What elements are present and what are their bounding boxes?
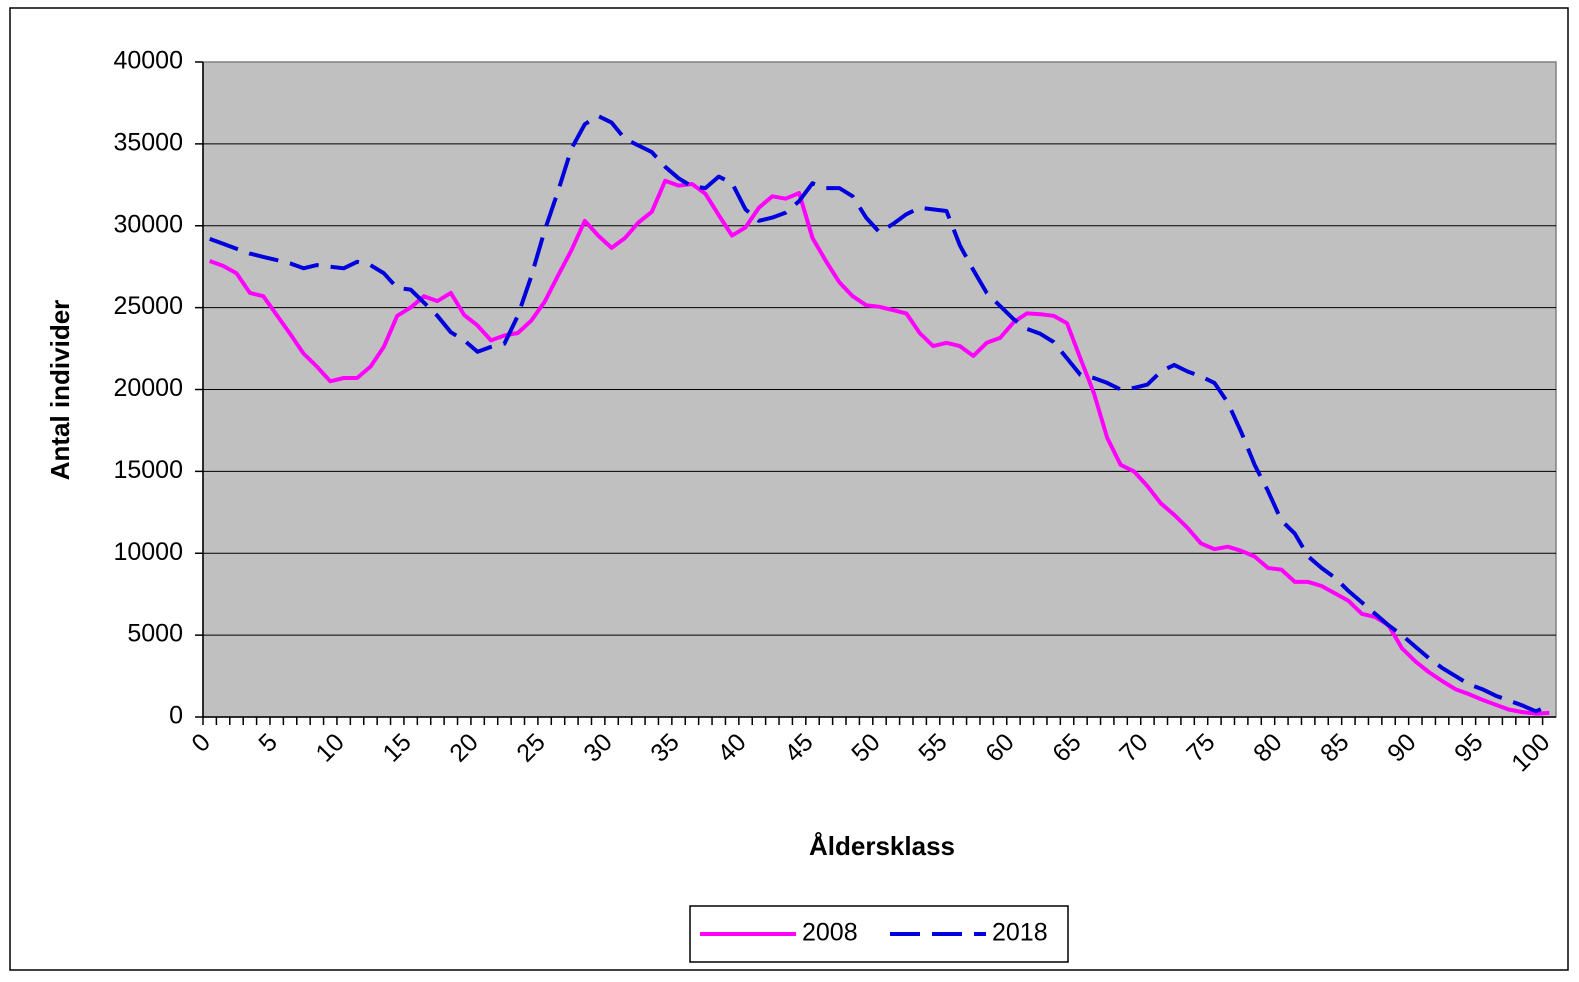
y-tick-label: 15000 (113, 456, 183, 484)
legend-label: 2018 (992, 919, 1048, 947)
series-line (209, 114, 1551, 714)
y-tick-label: 40000 (113, 47, 183, 75)
y-tick-label: 25000 (113, 292, 183, 320)
y-tick-label: 35000 (113, 128, 183, 156)
legend-label: 2008 (802, 919, 858, 947)
y-axis-title: Antal individer (45, 300, 75, 481)
y-tick-label: 5000 (127, 620, 183, 648)
y-tick-label: 0 (169, 702, 183, 730)
series-line (209, 178, 1550, 716)
y-tick-label: 30000 (113, 210, 183, 238)
y-tick-label: 10000 (113, 538, 183, 566)
y-tick-label: 20000 (113, 374, 183, 402)
x-axis-title: Åldersklass (809, 831, 955, 861)
